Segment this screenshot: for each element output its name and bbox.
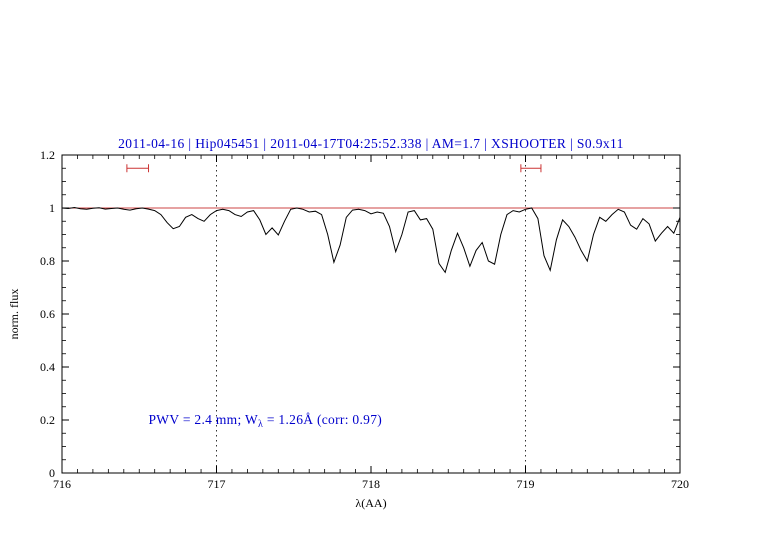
x-tick-label: 717	[208, 477, 226, 491]
y-tick-label: 0	[49, 466, 55, 480]
y-tick-label: 0.2	[40, 413, 55, 427]
chart-layer: 716 717 718 719 720 0 0.2 0.4 0.6 0.8 1 1.2	[40, 148, 689, 491]
y-tick-label: 0.4	[40, 360, 55, 374]
pwv-annotation: PWV = 2.4 mm; Wλ = 1.26Å (corr: 0.97)	[149, 412, 383, 430]
x-axis-label: λ(AA)	[355, 496, 386, 510]
y-tick-label: 1	[49, 201, 55, 215]
x-tick-label: 716	[53, 477, 71, 491]
x-tick-label: 720	[671, 477, 689, 491]
x-tick-label: 718	[362, 477, 380, 491]
y-tick-label: 1.2	[40, 148, 55, 162]
pwv-annotation-prefix: PWV = 2.4 mm; W	[149, 412, 259, 427]
x-tick-label: 719	[517, 477, 535, 491]
y-tick-label: 0.8	[40, 254, 55, 268]
y-axis-label: norm. flux	[7, 289, 21, 340]
pwv-annotation-subscript: λ	[258, 419, 263, 430]
pwv-annotation-suffix: = 1.26Å (corr: 0.97)	[263, 412, 382, 427]
y-tick-label: 0.6	[40, 307, 55, 321]
spectrum-line	[61, 206, 681, 274]
plot-title: 2011-04-16 | Hip045451 | 2011-04-17T04:2…	[118, 136, 624, 151]
